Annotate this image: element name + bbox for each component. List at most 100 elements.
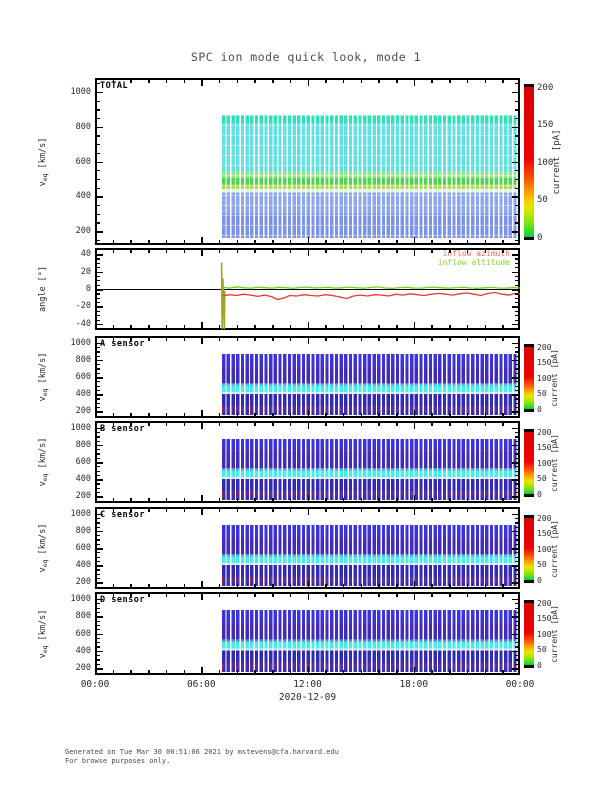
y-minor-tick xyxy=(515,526,518,528)
time-tick xyxy=(254,670,256,673)
time-tick xyxy=(484,338,487,341)
time-tick xyxy=(342,594,345,597)
y-axis-label-units: [km/s] xyxy=(38,137,48,173)
y-minor-tick xyxy=(97,289,100,291)
time-tick xyxy=(396,594,398,597)
y-minor-tick xyxy=(97,539,100,541)
y-minor-tick xyxy=(97,315,100,317)
time-tick xyxy=(413,237,416,243)
y-minor-tick xyxy=(97,620,100,622)
heatmap-stripe-gaps-a xyxy=(221,353,518,415)
y-tick-label: 1000 xyxy=(70,422,91,433)
y-minor-tick xyxy=(515,449,518,451)
y-major-tick xyxy=(97,126,103,129)
time-tick xyxy=(413,509,416,515)
time-tick xyxy=(254,338,256,341)
colorbar-tick-label: 150 xyxy=(537,614,552,623)
colorbar-tick-label: 200 xyxy=(537,342,552,352)
time-tick xyxy=(413,667,416,673)
time-tick xyxy=(218,250,221,253)
colorbar-tick-label: 200 xyxy=(537,598,552,608)
y-minor-tick xyxy=(97,582,100,584)
time-tick xyxy=(466,338,469,341)
y-axis-label-units: [km/s] xyxy=(38,352,48,389)
time-tick xyxy=(307,667,309,673)
time-tick xyxy=(201,237,203,243)
colorbar-tick-label: 200 xyxy=(537,427,552,437)
time-tick xyxy=(218,325,221,328)
y-minor-tick xyxy=(97,479,100,481)
y-tick-label: 800 xyxy=(75,354,91,365)
time-tick xyxy=(413,250,416,256)
y-minor-tick xyxy=(515,466,518,468)
time-tick xyxy=(378,584,380,587)
y-minor-tick xyxy=(97,565,100,567)
y-minor-tick xyxy=(97,624,100,627)
y-minor-tick xyxy=(515,582,518,584)
legend-inflow-altitude: inflow altitude xyxy=(437,258,510,267)
y-minor-tick xyxy=(97,364,100,366)
time-tick xyxy=(449,594,451,597)
time-tick xyxy=(272,250,274,253)
y-minor-tick xyxy=(97,302,100,304)
y-tick-label: 800 xyxy=(75,439,91,450)
time-tick xyxy=(130,423,132,426)
time-tick xyxy=(449,325,451,328)
y-major-tick xyxy=(97,668,103,670)
zero-line xyxy=(95,289,520,291)
y-major-tick xyxy=(97,616,103,618)
y-minor-tick xyxy=(515,342,518,345)
time-tick xyxy=(236,670,239,673)
time-tick xyxy=(502,594,504,597)
y-minor-tick xyxy=(515,440,518,442)
y-minor-tick xyxy=(97,607,100,609)
time-tick xyxy=(236,584,239,587)
time-tick xyxy=(431,240,433,243)
time-tick xyxy=(201,423,203,429)
time-tick xyxy=(449,250,451,253)
time-tick xyxy=(484,498,487,501)
time-tick xyxy=(342,240,345,243)
time-tick xyxy=(325,584,327,587)
y-minor-tick xyxy=(97,306,100,308)
y-axis-label-units: [km/s] xyxy=(38,523,48,560)
y-minor-tick xyxy=(97,319,100,321)
y-minor-tick xyxy=(97,457,100,459)
time-tick xyxy=(413,338,416,344)
y-minor-tick xyxy=(97,381,100,383)
y-major-tick xyxy=(97,342,103,345)
y-minor-tick xyxy=(515,178,518,181)
time-tick xyxy=(218,670,221,673)
time-tick xyxy=(466,413,469,416)
y-minor-tick xyxy=(97,271,100,273)
time-tick xyxy=(307,237,309,243)
time-tick xyxy=(378,413,380,416)
time-tick xyxy=(342,498,345,501)
time-tick xyxy=(112,584,115,587)
y-minor-tick xyxy=(97,109,100,111)
time-tick xyxy=(236,250,239,253)
y-minor-tick xyxy=(97,598,100,601)
y-minor-tick xyxy=(97,668,100,670)
y-minor-tick xyxy=(97,161,100,163)
y-major-tick xyxy=(97,650,103,653)
time-tick xyxy=(218,423,221,426)
time-tick xyxy=(360,670,363,673)
time-tick xyxy=(201,80,203,86)
y-minor-tick xyxy=(515,239,518,241)
time-tick xyxy=(413,410,416,416)
y-minor-tick xyxy=(97,548,100,550)
y-minor-tick xyxy=(515,402,518,404)
y-minor-tick xyxy=(515,569,518,571)
y-minor-tick xyxy=(97,530,100,533)
time-tick xyxy=(130,80,132,83)
time-tick xyxy=(360,413,363,416)
y-major-tick xyxy=(97,196,103,198)
time-tick xyxy=(254,80,256,83)
time-tick xyxy=(272,509,274,512)
y-tick-label: 800 xyxy=(75,611,91,622)
time-tick xyxy=(431,325,433,328)
time-tick xyxy=(484,509,487,512)
panel-c xyxy=(95,507,520,589)
y-minor-tick xyxy=(515,633,518,635)
